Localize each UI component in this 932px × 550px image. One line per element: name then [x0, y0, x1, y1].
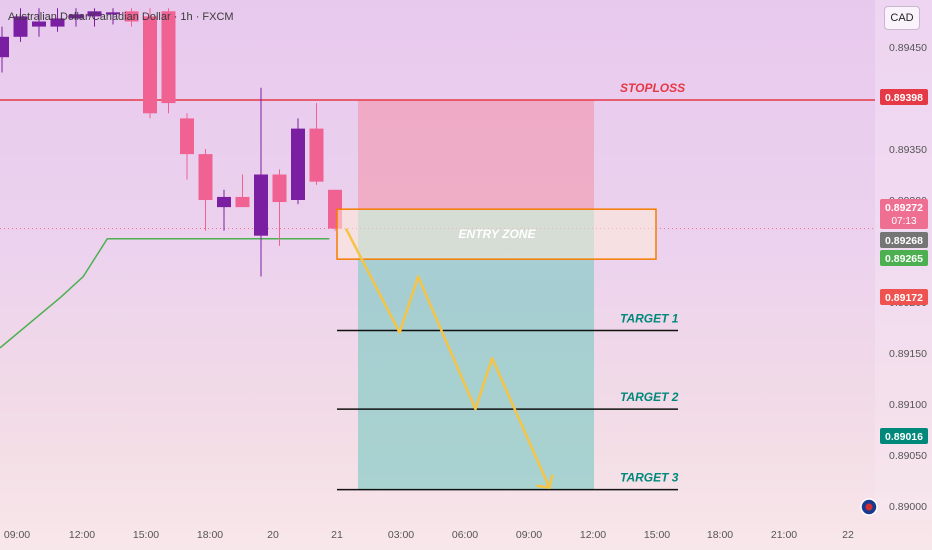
entry-zone-label: ENTRY ZONE — [459, 227, 537, 241]
candle-body — [106, 12, 120, 15]
candle — [272, 169, 287, 246]
price-tag: 0.89272 07:13 — [880, 199, 928, 229]
target-label: TARGET 2 — [620, 390, 679, 404]
candle-body — [198, 154, 213, 200]
price-tag-bg — [880, 199, 928, 229]
x-tick-label: 20 — [267, 529, 279, 541]
x-tick-label: 15:00 — [133, 529, 159, 541]
candle-body — [161, 11, 176, 104]
candle-body — [13, 16, 28, 37]
region-flag-icon — [860, 498, 878, 516]
target-label: TARGET 3 — [620, 471, 679, 485]
x-tick-label: 09:00 — [516, 529, 542, 541]
candle — [143, 8, 157, 119]
candle — [13, 8, 28, 42]
candle — [124, 8, 139, 27]
candle-body — [291, 128, 305, 200]
price-tag-value: 0.89272 — [885, 202, 923, 214]
candle — [254, 87, 268, 277]
price-tag-bg — [880, 250, 928, 266]
x-tick-label: 06:00 — [452, 529, 478, 541]
y-tick-label: 0.89450 — [889, 42, 927, 54]
candle-body — [0, 36, 9, 58]
candle-body — [272, 174, 287, 203]
candle-body — [143, 16, 157, 114]
candle — [217, 189, 231, 231]
x-tick-label: 21:00 — [771, 529, 797, 541]
price-tag: 0.89398 — [880, 89, 928, 105]
x-tick-label: 03:00 — [388, 529, 414, 541]
price-tag-bg — [880, 232, 928, 248]
risk-zone — [358, 100, 594, 210]
y-tick-label: 0.89150 — [889, 348, 927, 360]
candle-body — [235, 196, 250, 208]
candle — [0, 26, 9, 73]
moving-average-line — [0, 238, 330, 349]
candle — [69, 8, 83, 27]
candle — [180, 113, 194, 180]
flag-center — [865, 503, 873, 511]
y-tick-label: 0.89100 — [889, 399, 927, 411]
price-tag-bg — [880, 89, 928, 105]
entry-zone-box — [336, 208, 657, 260]
stoploss-label: STOPLOSS — [620, 81, 685, 95]
price-tag-value: 0.89265 — [885, 253, 923, 265]
price-tag: 0.89265 — [880, 250, 928, 266]
price-tag-value: 0.89016 — [885, 431, 923, 443]
candle-body — [69, 14, 83, 19]
x-tick-label: 18:00 — [707, 529, 733, 541]
x-tick-label: 09:00 — [4, 529, 30, 541]
candle-body — [180, 118, 194, 155]
candle — [235, 174, 250, 208]
candle — [309, 103, 324, 185]
x-tick-label: 12:00 — [69, 529, 95, 541]
price-tag: 0.89172 — [880, 289, 928, 305]
price-tag-value: 0.89268 — [885, 235, 923, 247]
projected-path-arrowhead — [536, 474, 554, 489]
candle — [291, 118, 305, 205]
price-tag-countdown: 07:13 — [891, 216, 916, 227]
x-tick-label: 18:00 — [197, 529, 223, 541]
x-tick-label: 15:00 — [644, 529, 670, 541]
candle — [87, 8, 102, 27]
y-tick-label: 0.89350 — [889, 144, 927, 156]
candle-body — [32, 21, 46, 27]
candle — [32, 8, 46, 37]
candle — [198, 149, 213, 231]
price-tag: 0.89016 — [880, 428, 928, 444]
currency-button[interactable]: CAD — [884, 6, 920, 30]
candle-body — [87, 11, 102, 17]
symbol-title: Australian Dollar/Canadian Dollar · 1h ·… — [8, 11, 234, 23]
price-tag-bg — [880, 289, 928, 305]
price-tag: 0.89268 — [880, 232, 928, 248]
y-tick-label: 0.89050 — [889, 450, 927, 462]
target-label: TARGET 1 — [620, 312, 679, 326]
candle — [106, 8, 120, 25]
candle-body — [50, 18, 65, 27]
price-tag-value: 0.89398 — [885, 92, 923, 104]
candle-body — [217, 196, 231, 208]
projected-path — [344, 227, 551, 489]
candle-body — [124, 11, 139, 22]
price-tag-value: 0.89172 — [885, 292, 923, 304]
y-tick-label: 0.89000 — [889, 501, 927, 513]
candle-body — [254, 174, 268, 236]
candle — [50, 8, 65, 32]
price-tag-bg — [880, 428, 928, 444]
x-tick-label: 12:00 — [580, 529, 606, 541]
candle — [161, 8, 176, 114]
candle-body — [309, 128, 324, 182]
x-tick-label: 21 — [331, 529, 343, 541]
x-tick-label: 22 — [842, 529, 854, 541]
